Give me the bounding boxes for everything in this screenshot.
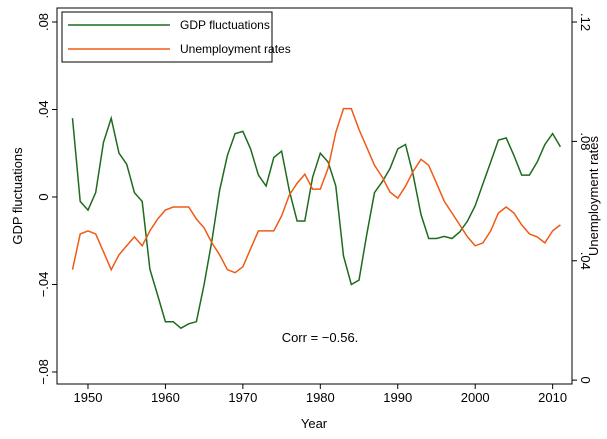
annotation: Corr = −0.56. [282, 330, 359, 345]
x-tick-label: 1980 [306, 390, 335, 405]
x-tick-label: 1970 [228, 390, 257, 405]
y2-tick-label: .04 [578, 252, 593, 270]
y2-tick-label: 0 [578, 377, 593, 384]
x-tick-label: 1960 [151, 390, 180, 405]
legend-label: Unemployment rates [180, 42, 291, 56]
y-tick-label: .08 [36, 13, 51, 31]
x-axis-title: Year [301, 416, 328, 431]
legend-label: GDP fluctuations [180, 18, 270, 32]
y-tick-label: −.08 [36, 359, 51, 385]
x-tick-label: 2000 [461, 390, 490, 405]
series-line [71, 107, 561, 274]
plot-frame [56, 7, 573, 385]
y2-tick-label: .08 [578, 132, 593, 150]
y-tick-label: −.04 [36, 272, 51, 298]
series-line [71, 115, 562, 330]
y2-axis-title: Unemployment rates [586, 136, 601, 256]
y-axis-title: GDP fluctuations [10, 147, 25, 245]
x-tick-label: 1950 [74, 390, 103, 405]
x-tick-label: 2010 [538, 390, 567, 405]
y-tick-label: 0 [36, 193, 51, 200]
x-tick-label: 1990 [383, 390, 412, 405]
legend-box [61, 11, 273, 63]
y2-tick-label: .12 [578, 13, 593, 31]
y-tick-label: .04 [36, 100, 51, 118]
